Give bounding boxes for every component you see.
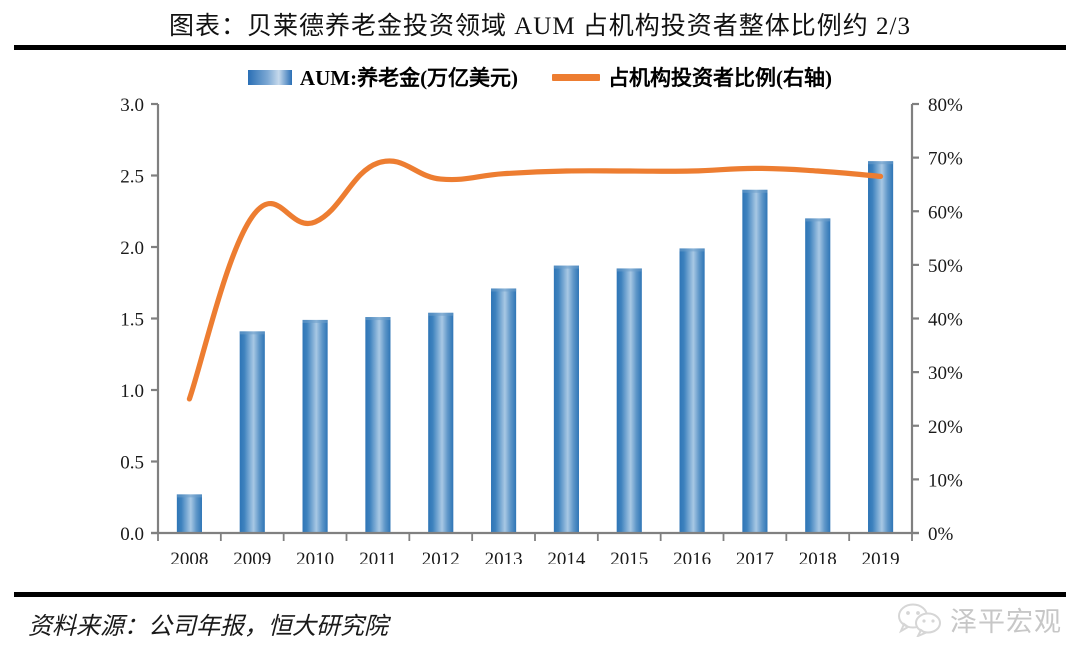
bar[interactable]: [176, 494, 202, 533]
bar[interactable]: [805, 218, 831, 533]
bar[interactable]: [679, 248, 705, 533]
watermark: 泽平宏观: [897, 600, 1062, 639]
left-axis-tick-label: 2.5: [120, 167, 144, 188]
bar[interactable]: [742, 189, 768, 534]
left-axis-tick-label: 1.5: [120, 310, 144, 331]
x-axis-tick-label: 2011: [359, 549, 396, 564]
right-axis-tick-label: 20%: [928, 417, 963, 438]
legend-item-bar-label: AUM:养老金(万亿美元): [299, 66, 519, 90]
legend-item-bar[interactable]: AUM:养老金(万亿美元): [247, 62, 519, 92]
right-axis-tick-label: 0%: [928, 524, 954, 545]
left-axis-tick-label: 0.0: [120, 524, 144, 545]
legend-item-line[interactable]: 占机构投资者比例(右轴): [552, 62, 832, 92]
x-axis-tick-label: 2008: [170, 549, 208, 564]
page-title: 图表：贝莱德养老金投资领域 AUM 占机构投资者整体比例约 2/3: [168, 13, 912, 40]
right-axis-tick-label: 30%: [928, 363, 963, 384]
bar[interactable]: [553, 265, 579, 533]
combo-chart-svg: 0.0 0.5 1.0 1.5 2.0 2.5 3.0 0% 10% 20% 30% 40% 50% 6…: [120, 95, 963, 564]
chart-plot-area: 0.0 0.5 1.0 1.5 2.0 2.5 3.0 0% 10% 20% 30% 40% 50% 6…: [0, 94, 1080, 564]
watermark-label: 泽平宏观: [950, 607, 1062, 637]
left-axis-tick-label: 3.0: [120, 95, 144, 116]
footer-divider: [14, 592, 1066, 597]
right-axis-tick-label: 70%: [928, 149, 963, 170]
x-axis-tick-label: 2015: [610, 549, 648, 564]
x-axis-tick-label: 2019: [862, 549, 900, 564]
bar[interactable]: [428, 312, 454, 533]
bar[interactable]: [365, 317, 391, 533]
bar-series: [176, 161, 894, 534]
right-axis-tick-label: 10%: [928, 470, 963, 491]
right-axis-tick-label: 50%: [928, 256, 963, 277]
line-series: [186, 158, 884, 402]
title-divider: [14, 45, 1066, 50]
bar[interactable]: [491, 288, 517, 533]
bar[interactable]: [302, 319, 328, 533]
right-axis-tick-label: 40%: [928, 310, 963, 331]
x-axis-tick-label: 2018: [799, 549, 837, 564]
left-axis-tick-label: 2.0: [120, 238, 144, 259]
bar[interactable]: [239, 331, 265, 533]
bar[interactable]: [868, 161, 894, 533]
x-axis-tick-label: 2014: [547, 549, 586, 564]
x-axis-tick-label: 2017: [736, 549, 774, 564]
source-note: 资料来源：公司年报，恒大研究院: [28, 614, 388, 640]
x-axis-tick-label: 2010: [296, 549, 334, 564]
legend-item-line-label: 占机构投资者比例(右轴): [608, 66, 833, 90]
bar[interactable]: [616, 268, 642, 533]
x-axis-tick-label: 2016: [673, 549, 711, 564]
right-axis-tick-label: 80%: [928, 95, 963, 116]
percent-line[interactable]: [186, 158, 884, 402]
right-percent-axis: 0% 10% 20% 30% 40% 50% 60% 70% 80%: [910, 95, 963, 545]
wechat-icon: [898, 603, 941, 637]
legend-bar-swatch-icon: [247, 69, 292, 85]
x-axis-tick-label: 2009: [233, 549, 271, 564]
x-axis-tick-label: 2012: [422, 549, 460, 564]
legend-line-swatch-icon: [552, 73, 601, 81]
chart-legend: AUM:养老金(万亿美元) 占机构投资者比例(右轴): [0, 62, 1080, 92]
right-axis-tick-label: 60%: [928, 202, 963, 223]
x-axis-tick-label: 2013: [485, 549, 523, 564]
left-value-axis: 0.0 0.5 1.0 1.5 2.0 2.5 3.0: [120, 95, 160, 545]
left-axis-tick-label: 0.5: [120, 453, 144, 474]
left-axis-tick-label: 1.0: [120, 381, 144, 402]
category-axis: 2008 2009 2010 2011 2012 2013 2014 2015 2016 2017…: [151, 531, 919, 564]
